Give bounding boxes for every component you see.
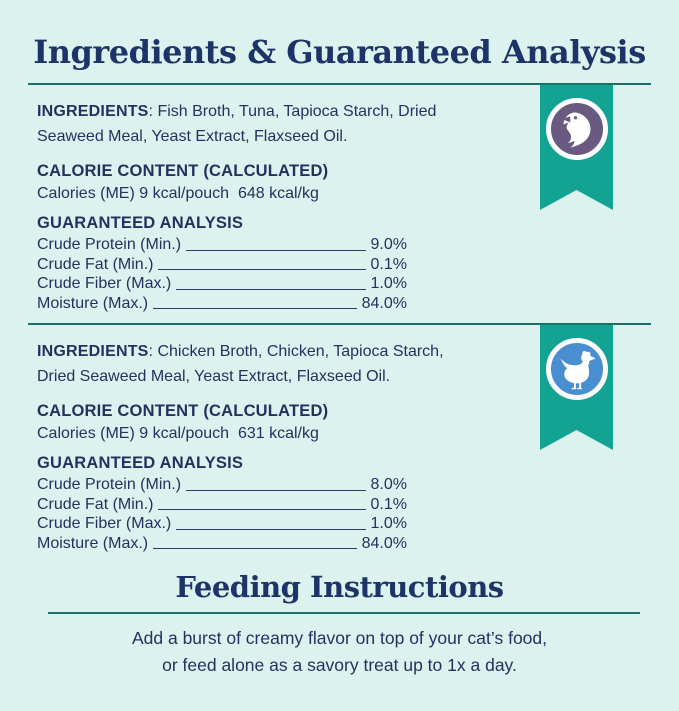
row-label: Crude Fat (Min.) — [37, 255, 154, 273]
chicken-ribbon-badge — [540, 325, 613, 450]
row-value: 8.0% — [370, 476, 407, 493]
calorie-heading: CALORIE CONTENT (CALCULATED) — [37, 162, 329, 180]
table-row: Crude Fiber (Max.) 1.0% — [37, 274, 407, 294]
row-value: 1.0% — [370, 515, 407, 532]
row-value: 1.0% — [370, 275, 407, 292]
table-row: Moisture (Max.) 84.0% — [37, 294, 407, 314]
guaranteed-analysis-table: Crude Protein (Min.) 8.0% Crude Fat (Min… — [37, 475, 407, 553]
feeding-text: Add a burst of creamy flavor on top of y… — [20, 625, 659, 679]
leader-line — [158, 269, 366, 270]
analysis-heading: GUARANTEED ANALYSIS — [37, 454, 244, 472]
tuna-ribbon-badge — [540, 85, 613, 210]
calorie-heading: CALORIE CONTENT (CALCULATED) — [37, 402, 329, 420]
leader-line — [158, 509, 366, 510]
leader-line — [176, 288, 366, 290]
row-label: Moisture (Max.) — [37, 294, 149, 312]
section-chicken: INGREDIENTS: Chicken Broth, Chicken, Tap… — [0, 323, 679, 563]
feeding-instructions-section: Feeding Instructions Add a burst of crea… — [0, 569, 679, 679]
title-divider — [28, 83, 651, 85]
section-content: INGREDIENTS: Chicken Broth, Chicken, Tap… — [0, 325, 480, 563]
row-label: Crude Protein (Min.) — [37, 476, 182, 493]
section-divider — [28, 323, 651, 325]
feeding-line-1: Add a burst of creamy flavor on top of y… — [131, 628, 548, 648]
leader-line — [186, 489, 366, 491]
ingredients-label: INGREDIENTS — [37, 103, 149, 120]
row-value: 0.1% — [370, 255, 407, 273]
row-label: Crude Protein (Min.) — [37, 236, 182, 253]
table-row: Crude Fat (Min.) 0.1% — [37, 495, 407, 515]
feeding-title: Feeding Instructions — [175, 570, 504, 604]
guaranteed-analysis-table: Crude Protein (Min.) 9.0% Crude Fat (Min… — [37, 235, 407, 313]
fish-badge-circle — [545, 98, 608, 160]
feeding-divider — [48, 612, 640, 614]
leader-line — [153, 548, 357, 549]
calorie-value: Calories (ME) 9 kcal/pouch 631 kcal/kg — [37, 425, 319, 442]
chicken-badge-circle — [545, 338, 608, 400]
chicken-icon — [560, 351, 596, 390]
row-value: 84.0% — [361, 294, 407, 312]
ingredients-text: INGREDIENTS: Chicken Broth, Chicken, Tap… — [37, 339, 480, 389]
calorie-value: Calories (ME) 9 kcal/pouch 648 kcal/kg — [37, 185, 319, 202]
table-row: Crude Fat (Min.) 0.1% — [37, 255, 407, 275]
leader-line — [176, 528, 366, 530]
analysis-heading: GUARANTEED ANALYSIS — [37, 214, 244, 232]
row-value: 84.0% — [361, 534, 407, 552]
leader-line — [153, 308, 357, 309]
ingredients-list: : Chicken Broth, Chicken, Tapioca Starch… — [37, 343, 444, 385]
table-row: Crude Protein (Min.) 8.0% — [37, 475, 407, 495]
ingredients-label: INGREDIENTS — [37, 343, 149, 360]
table-row: Crude Fiber (Max.) 1.0% — [37, 514, 407, 534]
label-panel: Ingredients & Guaranteed Analysis INGRED… — [0, 32, 679, 711]
feeding-line-2: or feed alone as a savory treat up to 1x… — [162, 655, 517, 675]
ingredients-list: : Fish Broth, Tuna, Tapioca Starch, Drie… — [37, 103, 437, 145]
table-row: Moisture (Max.) 84.0% — [37, 534, 407, 554]
row-label: Crude Fiber (Max.) — [37, 515, 172, 532]
section-tuna: INGREDIENTS: Fish Broth, Tuna, Tapioca S… — [0, 83, 679, 323]
table-row: Crude Protein (Min.) 9.0% — [37, 235, 407, 255]
ingredients-text: INGREDIENTS: Fish Broth, Tuna, Tapioca S… — [37, 99, 480, 149]
page-title: Ingredients & Guaranteed Analysis — [33, 33, 646, 71]
row-label: Moisture (Max.) — [37, 534, 149, 552]
row-label: Crude Fat (Min.) — [37, 495, 154, 513]
fish-icon — [561, 112, 590, 148]
section-content: INGREDIENTS: Fish Broth, Tuna, Tapioca S… — [0, 85, 480, 323]
row-value: 0.1% — [370, 495, 407, 513]
row-label: Crude Fiber (Max.) — [37, 275, 172, 292]
row-value: 9.0% — [370, 236, 407, 253]
leader-line — [186, 249, 366, 251]
